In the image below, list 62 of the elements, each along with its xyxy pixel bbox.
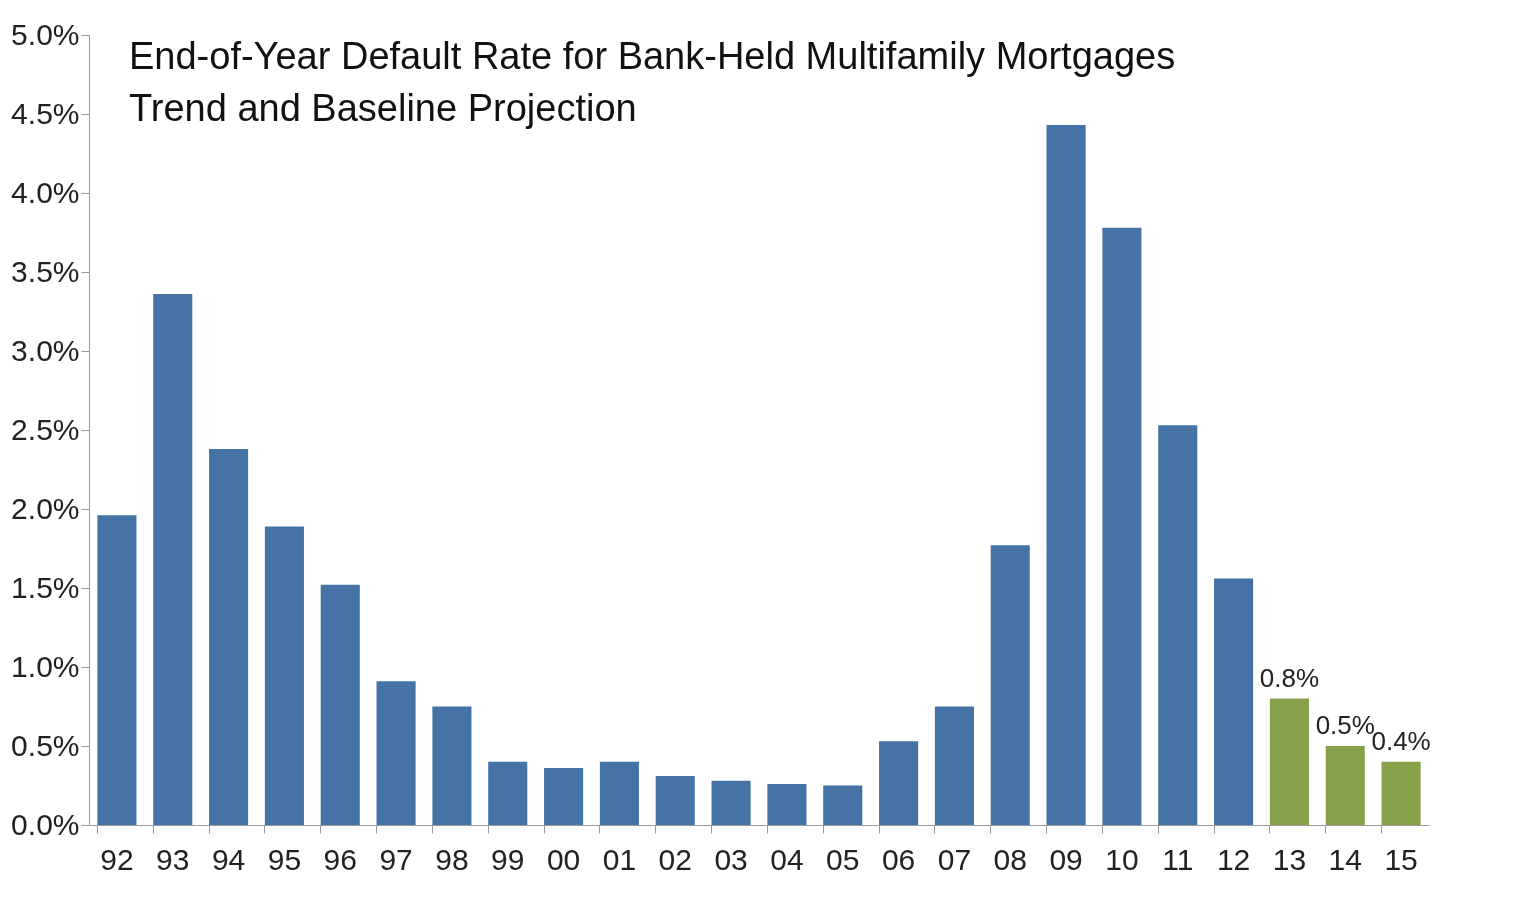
x-tick-label: 11 [1162,842,1194,876]
bar [97,515,137,825]
bar [153,294,193,825]
x-tick-label: 01 [602,842,637,876]
x-tick-label: 03 [714,842,748,876]
y-tick-label: 0.5% [11,728,80,762]
chart-title: End-of-Year Default Rate for Bank-Held Multifamily Mortgages [129,35,1176,77]
x-tick-label: 12 [1216,842,1251,876]
data-label: 0.8% [1259,662,1320,693]
x-tick-label: 02 [658,842,692,876]
bar [320,584,360,825]
bar [264,526,304,825]
bar [1381,761,1421,825]
bar [1102,227,1142,825]
bar [209,448,249,825]
x-tick-label: 09 [1049,842,1083,876]
y-tick-label: 4.5% [11,96,80,130]
bar [432,706,472,825]
y-tick-label: 0.0% [11,807,80,841]
y-tick-label: 4.0% [11,175,80,209]
bar [1046,125,1086,825]
bar [1325,746,1365,825]
x-tick-label: 10 [1105,842,1139,876]
bar [544,768,584,825]
y-tick-label: 2.0% [11,491,80,525]
x-tick-label: 08 [993,842,1027,876]
bar [599,761,639,825]
bar [823,785,863,825]
bar [1214,578,1254,825]
bar [711,780,751,825]
x-tick-label: 95 [267,842,302,876]
x-tick-label: 99 [491,842,525,876]
x-tick-label: 98 [435,842,469,876]
bar [1269,698,1309,825]
text: Trend and Baseline Projection [129,87,637,129]
x-tick-label: 93 [156,842,190,876]
y-tick-label: 1.5% [11,570,80,604]
x-tick-label: 92 [100,842,134,876]
bar [376,681,416,825]
y-tick-label: 2.5% [11,412,80,446]
x-tick-label: 07 [937,842,972,876]
x-tick-label: 14 [1328,842,1362,876]
x-tick-label: 06 [881,842,916,876]
y-tick-label: 3.5% [11,254,80,288]
y-tick-label: 1.0% [11,649,80,683]
x-tick-label: 04 [770,842,804,876]
y-tick-label: 3.0% [11,333,80,367]
x-tick-label: 05 [826,842,860,876]
x-tick-label: 96 [323,842,357,876]
bar [934,706,974,825]
y-tick-label: 5.0% [11,17,80,51]
bar [990,545,1030,825]
x-tick-label: 94 [211,842,246,876]
bar [767,783,807,825]
x-tick-label: 00 [546,842,581,876]
x-tick-label: 13 [1272,842,1307,876]
bar [488,761,528,825]
bar [655,776,695,825]
bar [1158,425,1198,825]
bar [879,741,919,825]
x-tick-label: 97 [379,842,413,876]
x-tick-label: 15 [1384,842,1418,876]
